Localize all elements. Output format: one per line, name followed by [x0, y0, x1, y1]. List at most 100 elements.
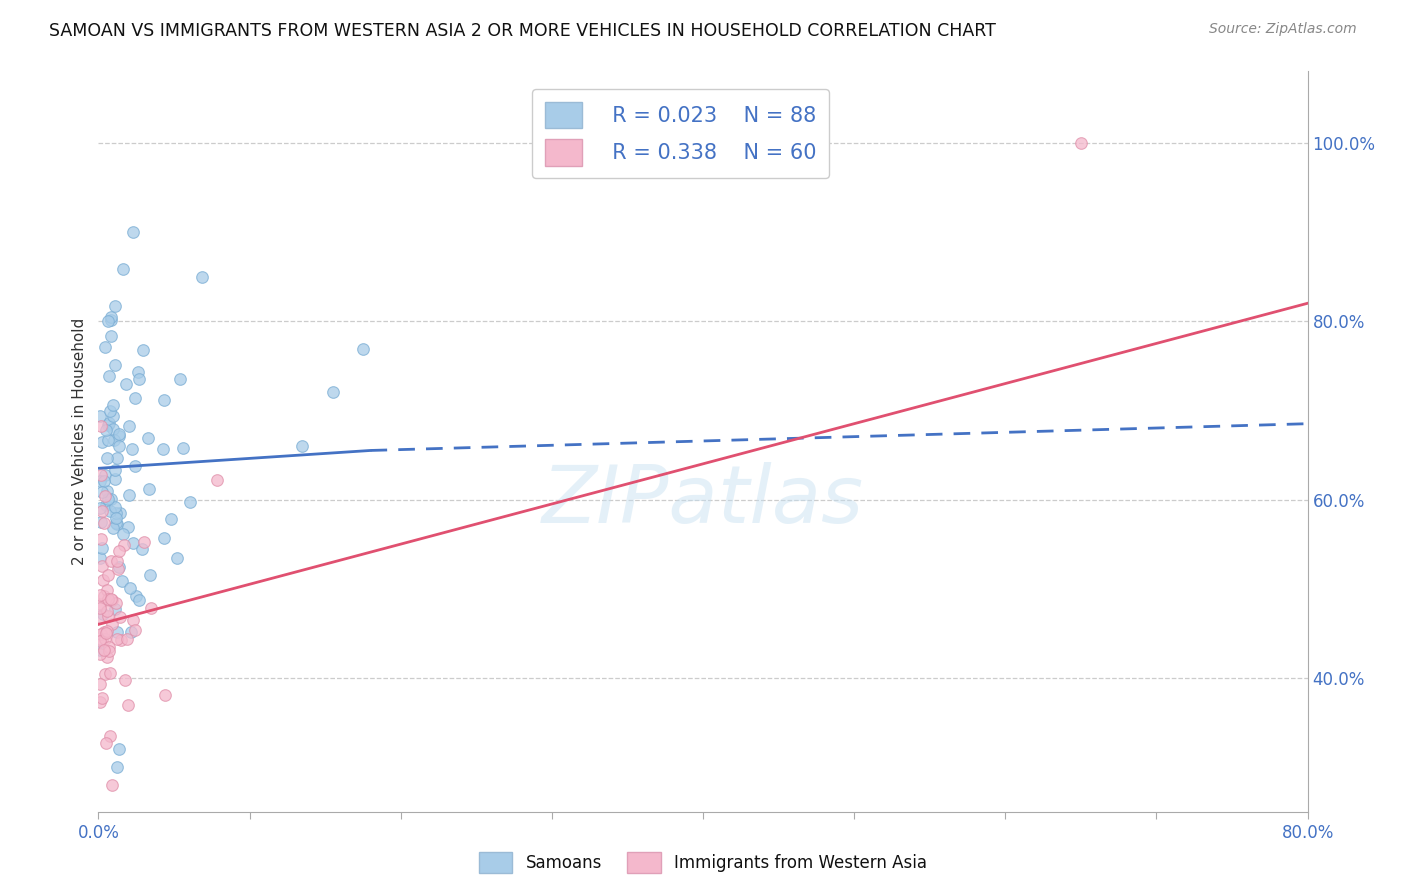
Point: [117, 520, 139, 534]
Point: [104, 472, 127, 486]
Point: [101, 398, 124, 412]
Point: [118, 581, 141, 595]
Point: [152, 531, 174, 545]
Point: [121, 442, 143, 457]
Point: [100, 310, 122, 324]
Point: [132, 343, 155, 357]
Point: [128, 593, 150, 607]
Point: [125, 589, 148, 603]
Point: [108, 543, 131, 558]
Point: [118, 488, 141, 502]
Point: [94, 736, 117, 750]
Point: [100, 491, 122, 506]
Point: [101, 616, 124, 631]
Point: [91, 504, 114, 518]
Point: [352, 342, 374, 356]
Point: [98, 666, 121, 681]
Point: [139, 567, 162, 582]
Point: [96, 450, 118, 465]
Point: [104, 500, 127, 514]
Point: [122, 225, 145, 239]
Point: [101, 409, 124, 423]
Point: [98, 504, 121, 518]
Point: [96, 624, 118, 639]
Point: [111, 526, 134, 541]
Point: [107, 439, 129, 453]
Point: [104, 358, 127, 372]
Point: [172, 442, 194, 456]
Point: [107, 562, 129, 576]
Legend:   R = 0.023    N = 88,   R = 0.338    N = 60: R = 0.023 N = 88, R = 0.338 N = 60: [531, 89, 828, 178]
Point: [101, 520, 124, 534]
Point: [91, 690, 114, 705]
Point: [90, 533, 112, 547]
Point: [91, 434, 114, 449]
Point: [101, 593, 124, 607]
Point: [105, 554, 128, 568]
Point: [152, 442, 174, 457]
Point: [89, 647, 111, 661]
Point: [97, 608, 120, 623]
Point: [98, 640, 121, 655]
Point: [169, 372, 191, 386]
Point: [128, 372, 150, 386]
Point: [94, 498, 117, 512]
Point: [120, 624, 142, 639]
Point: [105, 596, 128, 610]
Point: [104, 602, 127, 616]
Text: ZIPatlas: ZIPatlas: [541, 462, 865, 540]
Point: [94, 423, 117, 437]
Y-axis label: 2 or more Vehicles in Household: 2 or more Vehicles in Household: [72, 318, 87, 566]
Point: [131, 541, 153, 556]
Point: [97, 434, 120, 448]
Point: [110, 633, 132, 648]
Point: [110, 574, 132, 588]
Point: [90, 467, 112, 482]
Point: [117, 418, 139, 433]
Point: [98, 369, 121, 384]
Point: [103, 433, 125, 447]
Point: [127, 366, 149, 380]
Point: [89, 610, 111, 624]
Point: [105, 632, 128, 647]
Point: [89, 500, 111, 515]
Point: [136, 431, 159, 445]
Point: [98, 644, 121, 658]
Point: [89, 550, 111, 565]
Point: [124, 391, 146, 405]
Point: [104, 510, 127, 524]
Point: [153, 688, 176, 702]
Point: [96, 605, 118, 619]
Point: [89, 474, 111, 488]
Text: Source: ZipAtlas.com: Source: ZipAtlas.com: [1209, 22, 1357, 37]
Point: [160, 512, 183, 526]
Point: [96, 484, 118, 499]
Point: [205, 473, 228, 487]
Point: [97, 416, 120, 430]
Point: [89, 633, 111, 648]
Point: [166, 550, 188, 565]
Point: [93, 340, 115, 354]
Point: [91, 632, 114, 647]
Point: [100, 554, 122, 568]
Point: [105, 624, 128, 639]
Point: [97, 417, 120, 432]
Point: [103, 422, 125, 436]
Point: [98, 729, 121, 743]
Point: [91, 541, 114, 556]
Point: [93, 607, 115, 621]
Point: [91, 485, 114, 500]
Point: [104, 516, 127, 530]
Point: [97, 568, 120, 582]
Point: [93, 516, 115, 530]
Point: [94, 489, 117, 503]
Point: [138, 482, 160, 496]
Point: [96, 650, 118, 665]
Point: [132, 535, 155, 549]
Point: [97, 591, 120, 606]
Point: [114, 673, 136, 688]
Point: [94, 632, 117, 646]
Point: [98, 404, 121, 418]
Point: [179, 495, 201, 509]
Point: [105, 517, 128, 532]
